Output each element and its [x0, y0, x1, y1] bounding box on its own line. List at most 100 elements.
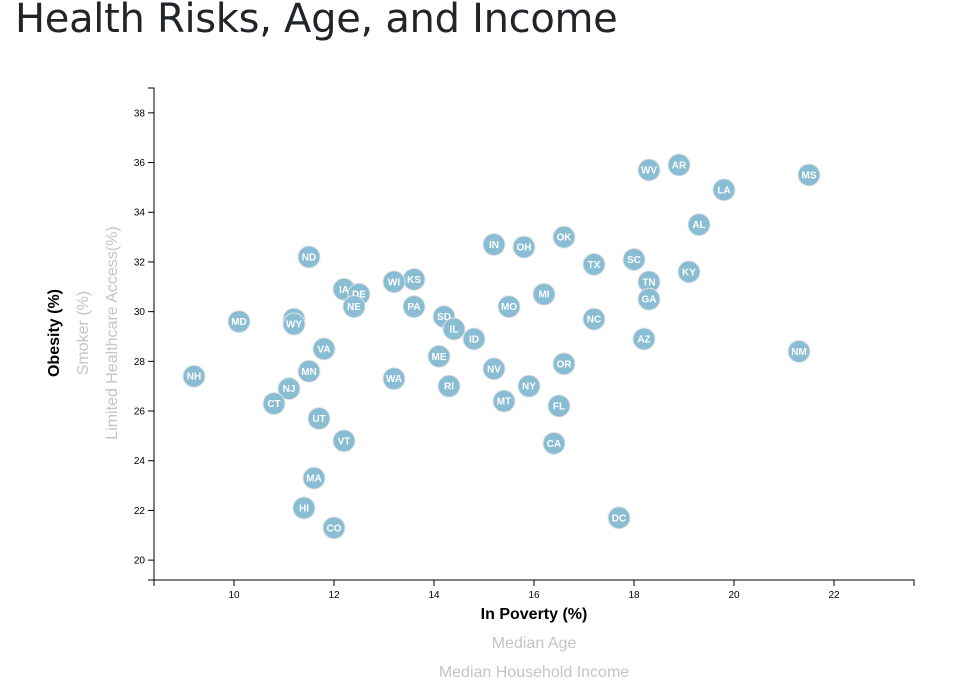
y-label-healthcare[interactable]: Limited Healthcare Access(%) [104, 226, 121, 439]
state-circle[interactable] [462, 327, 486, 351]
state-point[interactable]: MN [297, 359, 321, 383]
state-circle[interactable] [632, 327, 656, 351]
x-label-poverty[interactable]: In Poverty (%) [481, 606, 588, 623]
state-point[interactable]: MD [227, 310, 251, 334]
state-circle[interactable] [437, 374, 461, 398]
state-point[interactable]: TX [582, 252, 606, 276]
y-label-smoker[interactable]: Smoker (%) [75, 291, 92, 375]
state-circle[interactable] [282, 312, 306, 336]
state-point[interactable]: WY [282, 312, 306, 336]
state-point[interactable]: CO [322, 516, 346, 540]
state-point[interactable]: VA [312, 337, 336, 361]
state-point[interactable]: KY [677, 260, 701, 284]
state-point[interactable]: HI [292, 496, 316, 520]
state-point[interactable]: UT [307, 406, 331, 430]
state-point[interactable]: OR [552, 352, 576, 376]
state-circle[interactable] [442, 317, 466, 341]
state-circle[interactable] [787, 339, 811, 363]
state-point[interactable]: LA [712, 178, 736, 202]
state-point[interactable]: NH [182, 364, 206, 388]
state-circle[interactable] [297, 359, 321, 383]
state-point[interactable]: FL [547, 394, 571, 418]
state-circle[interactable] [637, 287, 661, 311]
state-circle[interactable] [182, 364, 206, 388]
state-circle[interactable] [622, 247, 646, 271]
state-circle[interactable] [307, 406, 331, 430]
state-circle[interactable] [547, 394, 571, 418]
state-point[interactable]: WV [637, 158, 661, 182]
state-circle[interactable] [292, 496, 316, 520]
state-circle[interactable] [312, 337, 336, 361]
state-point[interactable]: SC [622, 247, 646, 271]
state-point[interactable]: IL [442, 317, 466, 341]
x-label-age[interactable]: Median Age [492, 635, 577, 652]
state-point[interactable]: NC [582, 307, 606, 331]
state-point[interactable]: MA [302, 466, 326, 490]
state-circle[interactable] [532, 282, 556, 306]
state-circle[interactable] [482, 357, 506, 381]
state-circle[interactable] [262, 392, 286, 416]
y-tick-label: 28 [134, 357, 146, 368]
state-circle[interactable] [402, 295, 426, 319]
state-point[interactable]: RI [437, 374, 461, 398]
state-point[interactable]: VT [332, 429, 356, 453]
state-point[interactable]: KS [402, 267, 426, 291]
state-circle[interactable] [427, 344, 451, 368]
state-point[interactable]: IN [482, 233, 506, 257]
state-circle[interactable] [552, 225, 576, 249]
state-circle[interactable] [797, 163, 821, 187]
state-circle[interactable] [552, 352, 576, 376]
state-circle[interactable] [382, 367, 406, 391]
state-circle[interactable] [667, 153, 691, 177]
state-point[interactable]: CT [262, 392, 286, 416]
state-point[interactable]: PA [402, 295, 426, 319]
state-circle[interactable] [482, 233, 506, 257]
state-point[interactable]: CA [542, 431, 566, 455]
state-point[interactable]: AR [667, 153, 691, 177]
state-circle[interactable] [582, 307, 606, 331]
state-circle[interactable] [332, 429, 356, 453]
state-circle[interactable] [582, 252, 606, 276]
state-circle[interactable] [227, 310, 251, 334]
x-label-income[interactable]: Median Household Income [439, 664, 629, 681]
state-circle[interactable] [302, 466, 326, 490]
state-point[interactable]: NY [517, 374, 541, 398]
state-point[interactable]: ID [462, 327, 486, 351]
state-point[interactable]: NM [787, 339, 811, 363]
state-circle[interactable] [607, 506, 631, 530]
y-label-obesity[interactable]: Obesity (%) [46, 289, 63, 377]
state-circle[interactable] [712, 178, 736, 202]
state-point[interactable]: AZ [632, 327, 656, 351]
state-circle[interactable] [517, 374, 541, 398]
state-circle[interactable] [497, 295, 521, 319]
state-point[interactable]: NJ [277, 377, 301, 401]
state-point[interactable]: AL [687, 213, 711, 237]
state-point[interactable]: NV [482, 357, 506, 381]
state-circle[interactable] [512, 235, 536, 259]
state-circle[interactable] [322, 516, 346, 540]
state-point[interactable]: MS [797, 163, 821, 187]
state-point[interactable]: OH [512, 235, 536, 259]
state-circle[interactable] [677, 260, 701, 284]
state-circle[interactable] [342, 295, 366, 319]
state-abbr-label: MO [501, 302, 517, 313]
state-circle[interactable] [637, 158, 661, 182]
state-circle[interactable] [277, 377, 301, 401]
state-point[interactable]: GA [637, 287, 661, 311]
state-point[interactable]: MI [532, 282, 556, 306]
state-circle[interactable] [687, 213, 711, 237]
state-point[interactable]: WA [382, 367, 406, 391]
state-point[interactable]: MT [492, 389, 516, 413]
state-circle[interactable] [297, 245, 321, 269]
state-point[interactable]: DC [607, 506, 631, 530]
state-point[interactable]: TN [637, 270, 661, 294]
state-circle[interactable] [542, 431, 566, 455]
state-point[interactable]: MO [497, 295, 521, 319]
state-circle[interactable] [492, 389, 516, 413]
state-point[interactable]: NE [342, 295, 366, 319]
state-circle[interactable] [382, 270, 406, 294]
state-point[interactable]: WI [382, 270, 406, 294]
state-point[interactable]: OK [552, 225, 576, 249]
state-point[interactable]: ME [427, 344, 451, 368]
state-point[interactable]: ND [297, 245, 321, 269]
